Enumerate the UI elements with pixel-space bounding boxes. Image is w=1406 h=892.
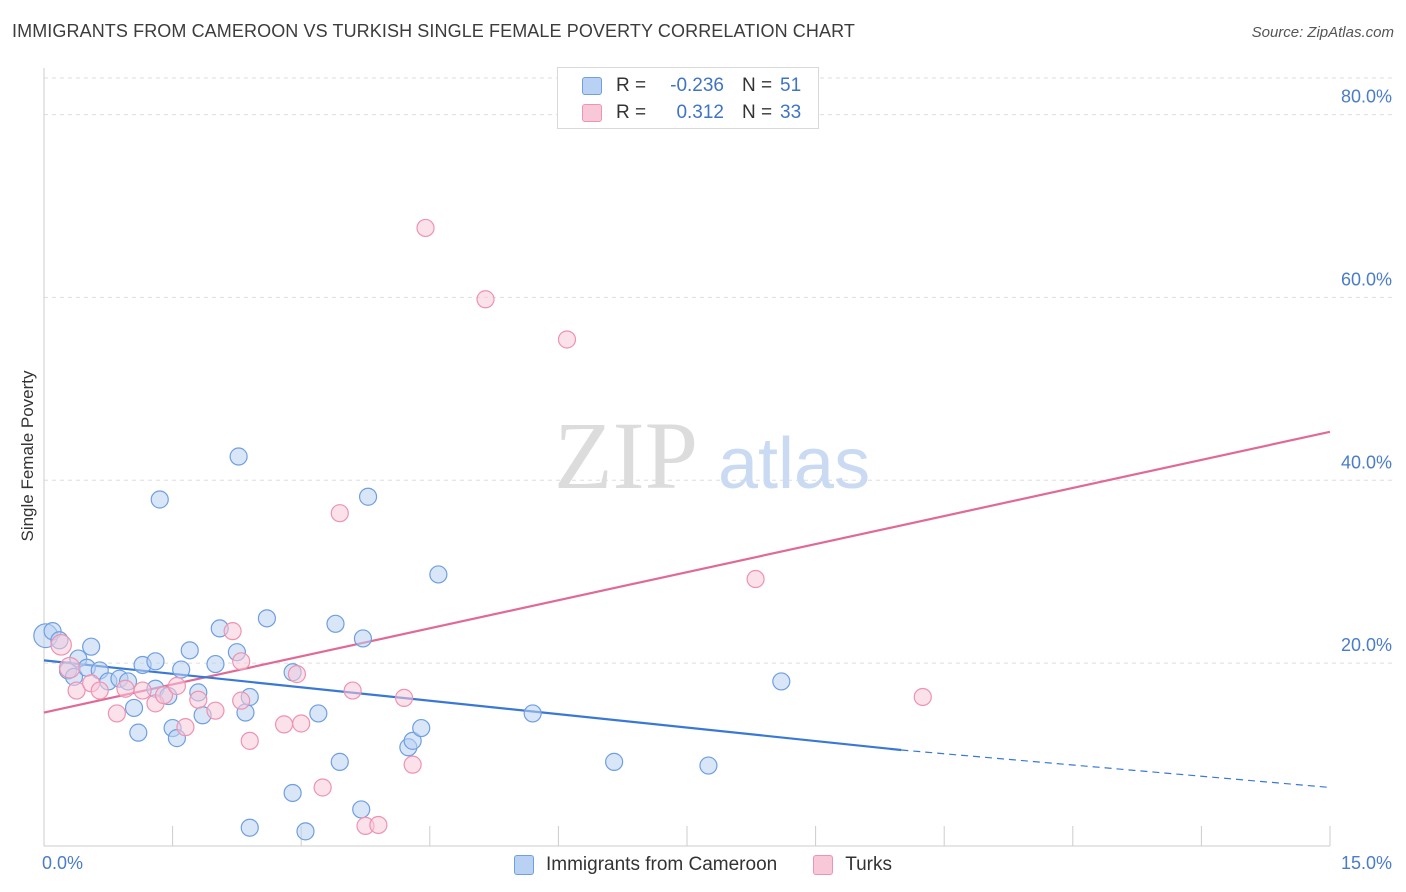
point-turks-9 <box>154 686 174 705</box>
x-tick-label-1: 15.0% <box>1341 853 1392 873</box>
n-value: 51 <box>780 75 802 96</box>
point-cameroon-36 <box>353 629 373 648</box>
legend-row-turks: R = 0.312 N = 33 <box>582 100 801 126</box>
points-layer <box>33 218 932 841</box>
watermark-atlas: atlas <box>718 424 870 504</box>
point-turks-27 <box>403 755 422 774</box>
legend-row-cameroon: R = -0.236 N = 51 <box>582 73 801 99</box>
tick-label-layer: 20.0% 40.0% 60.0% 80.0% 0.0% 15.0% <box>42 87 1392 873</box>
chart-title: IMMIGRANTS FROM CAMEROON VS TURKISH SING… <box>12 21 855 41</box>
point-turks-0 <box>50 634 72 656</box>
point-cameroon-21 <box>180 641 199 660</box>
point-cameroon-35 <box>330 752 349 771</box>
n-label: N = <box>742 75 773 96</box>
point-turks-25 <box>369 815 388 835</box>
point-turks-5 <box>107 704 126 723</box>
legend-swatch-cameroon <box>582 77 602 95</box>
y-tick-label-3: 80.0% <box>1341 87 1392 107</box>
point-turks-12 <box>189 690 208 709</box>
point-turks-30 <box>557 330 577 349</box>
point-turks-14 <box>223 622 242 641</box>
r-value: -0.236 <box>670 75 724 96</box>
point-turks-1 <box>58 656 81 679</box>
point-turks-32 <box>913 687 932 707</box>
n-label: N = <box>742 102 773 123</box>
point-cameroon-49 <box>772 672 791 691</box>
point-cameroon-48 <box>699 756 718 775</box>
legend-swatch-turks <box>582 104 602 122</box>
correlation-legend: R = -0.236 N = 51 R = 0.312 N = 33 <box>557 67 819 129</box>
point-cameroon-41 <box>429 565 448 584</box>
legend-item-turks[interactable]: Turks <box>813 854 892 876</box>
n-value: 33 <box>780 102 802 123</box>
source-label: Source: <box>1251 24 1304 41</box>
legend-swatch-turks <box>813 855 834 875</box>
point-turks-28 <box>416 218 435 238</box>
point-turks-10 <box>167 676 186 696</box>
point-turks-23 <box>343 681 362 700</box>
y-tick-label-0: 20.0% <box>1341 635 1392 655</box>
point-turks-2 <box>67 681 86 700</box>
trend-line-turks <box>43 430 1331 714</box>
point-cameroon-29 <box>257 609 277 628</box>
grid-layer <box>44 77 1392 664</box>
point-turks-19 <box>287 665 307 684</box>
watermark: ZIP atlas <box>554 402 870 509</box>
point-cameroon-16 <box>146 652 165 671</box>
chart-source: Source: ZipAtlas.com <box>1252 24 1394 41</box>
point-cameroon-44 <box>283 783 302 803</box>
point-turks-26 <box>394 688 414 707</box>
point-cameroon-20 <box>172 660 191 679</box>
point-cameroon-43 <box>240 818 259 837</box>
point-turks-20 <box>292 714 311 733</box>
point-turks-21 <box>313 778 332 797</box>
point-cameroon-33 <box>309 704 328 723</box>
point-turks-16 <box>240 731 259 750</box>
point-turks-15 <box>232 652 251 671</box>
y-tick-label-2: 60.0% <box>1341 269 1392 289</box>
point-cameroon-45 <box>296 822 315 841</box>
point-turks-6 <box>116 679 135 698</box>
point-turks-17 <box>232 691 251 710</box>
point-turks-13 <box>206 701 225 720</box>
point-cameroon-34 <box>326 614 345 633</box>
point-cameroon-37 <box>358 487 378 506</box>
source-name: ZipAtlas.com <box>1307 24 1394 41</box>
point-cameroon-30 <box>150 490 169 509</box>
legend-label-turks: Turks <box>845 854 893 875</box>
y-axis-label: Single Female Poverty <box>18 370 37 542</box>
point-cameroon-5 <box>82 637 101 656</box>
point-turks-4 <box>90 681 109 700</box>
point-turks-22 <box>330 504 349 523</box>
point-cameroon-13 <box>129 723 148 742</box>
point-turks-18 <box>274 715 294 734</box>
y-tick-label-1: 40.0% <box>1341 452 1392 472</box>
legend-label-cameroon: Immigrants from Cameroon <box>545 854 778 875</box>
x-tick-label-0: 0.0% <box>42 853 83 873</box>
point-cameroon-31 <box>229 447 248 466</box>
point-cameroon-12 <box>124 698 144 718</box>
point-cameroon-47 <box>605 752 624 771</box>
legend-swatch-cameroon <box>513 855 534 875</box>
trend-line-cameroon-projection <box>901 749 1331 789</box>
r-label: R = <box>616 75 647 96</box>
series-legend: Immigrants from Cameroon Turks <box>0 852 1406 878</box>
point-turks-29 <box>476 290 495 309</box>
r-label: R = <box>616 102 647 123</box>
point-cameroon-42 <box>523 704 542 723</box>
r-value: 0.312 <box>676 102 724 123</box>
point-cameroon-40 <box>412 718 431 738</box>
point-turks-31 <box>746 569 765 589</box>
point-turks-7 <box>133 681 152 700</box>
point-turks-11 <box>176 718 195 737</box>
point-cameroon-39 <box>403 731 422 750</box>
point-cameroon-46 <box>352 800 371 819</box>
watermark-zip: ZIP <box>554 402 698 509</box>
legend-item-cameroon[interactable]: Immigrants from Cameroon <box>513 854 778 876</box>
point-cameroon-24 <box>206 654 225 674</box>
